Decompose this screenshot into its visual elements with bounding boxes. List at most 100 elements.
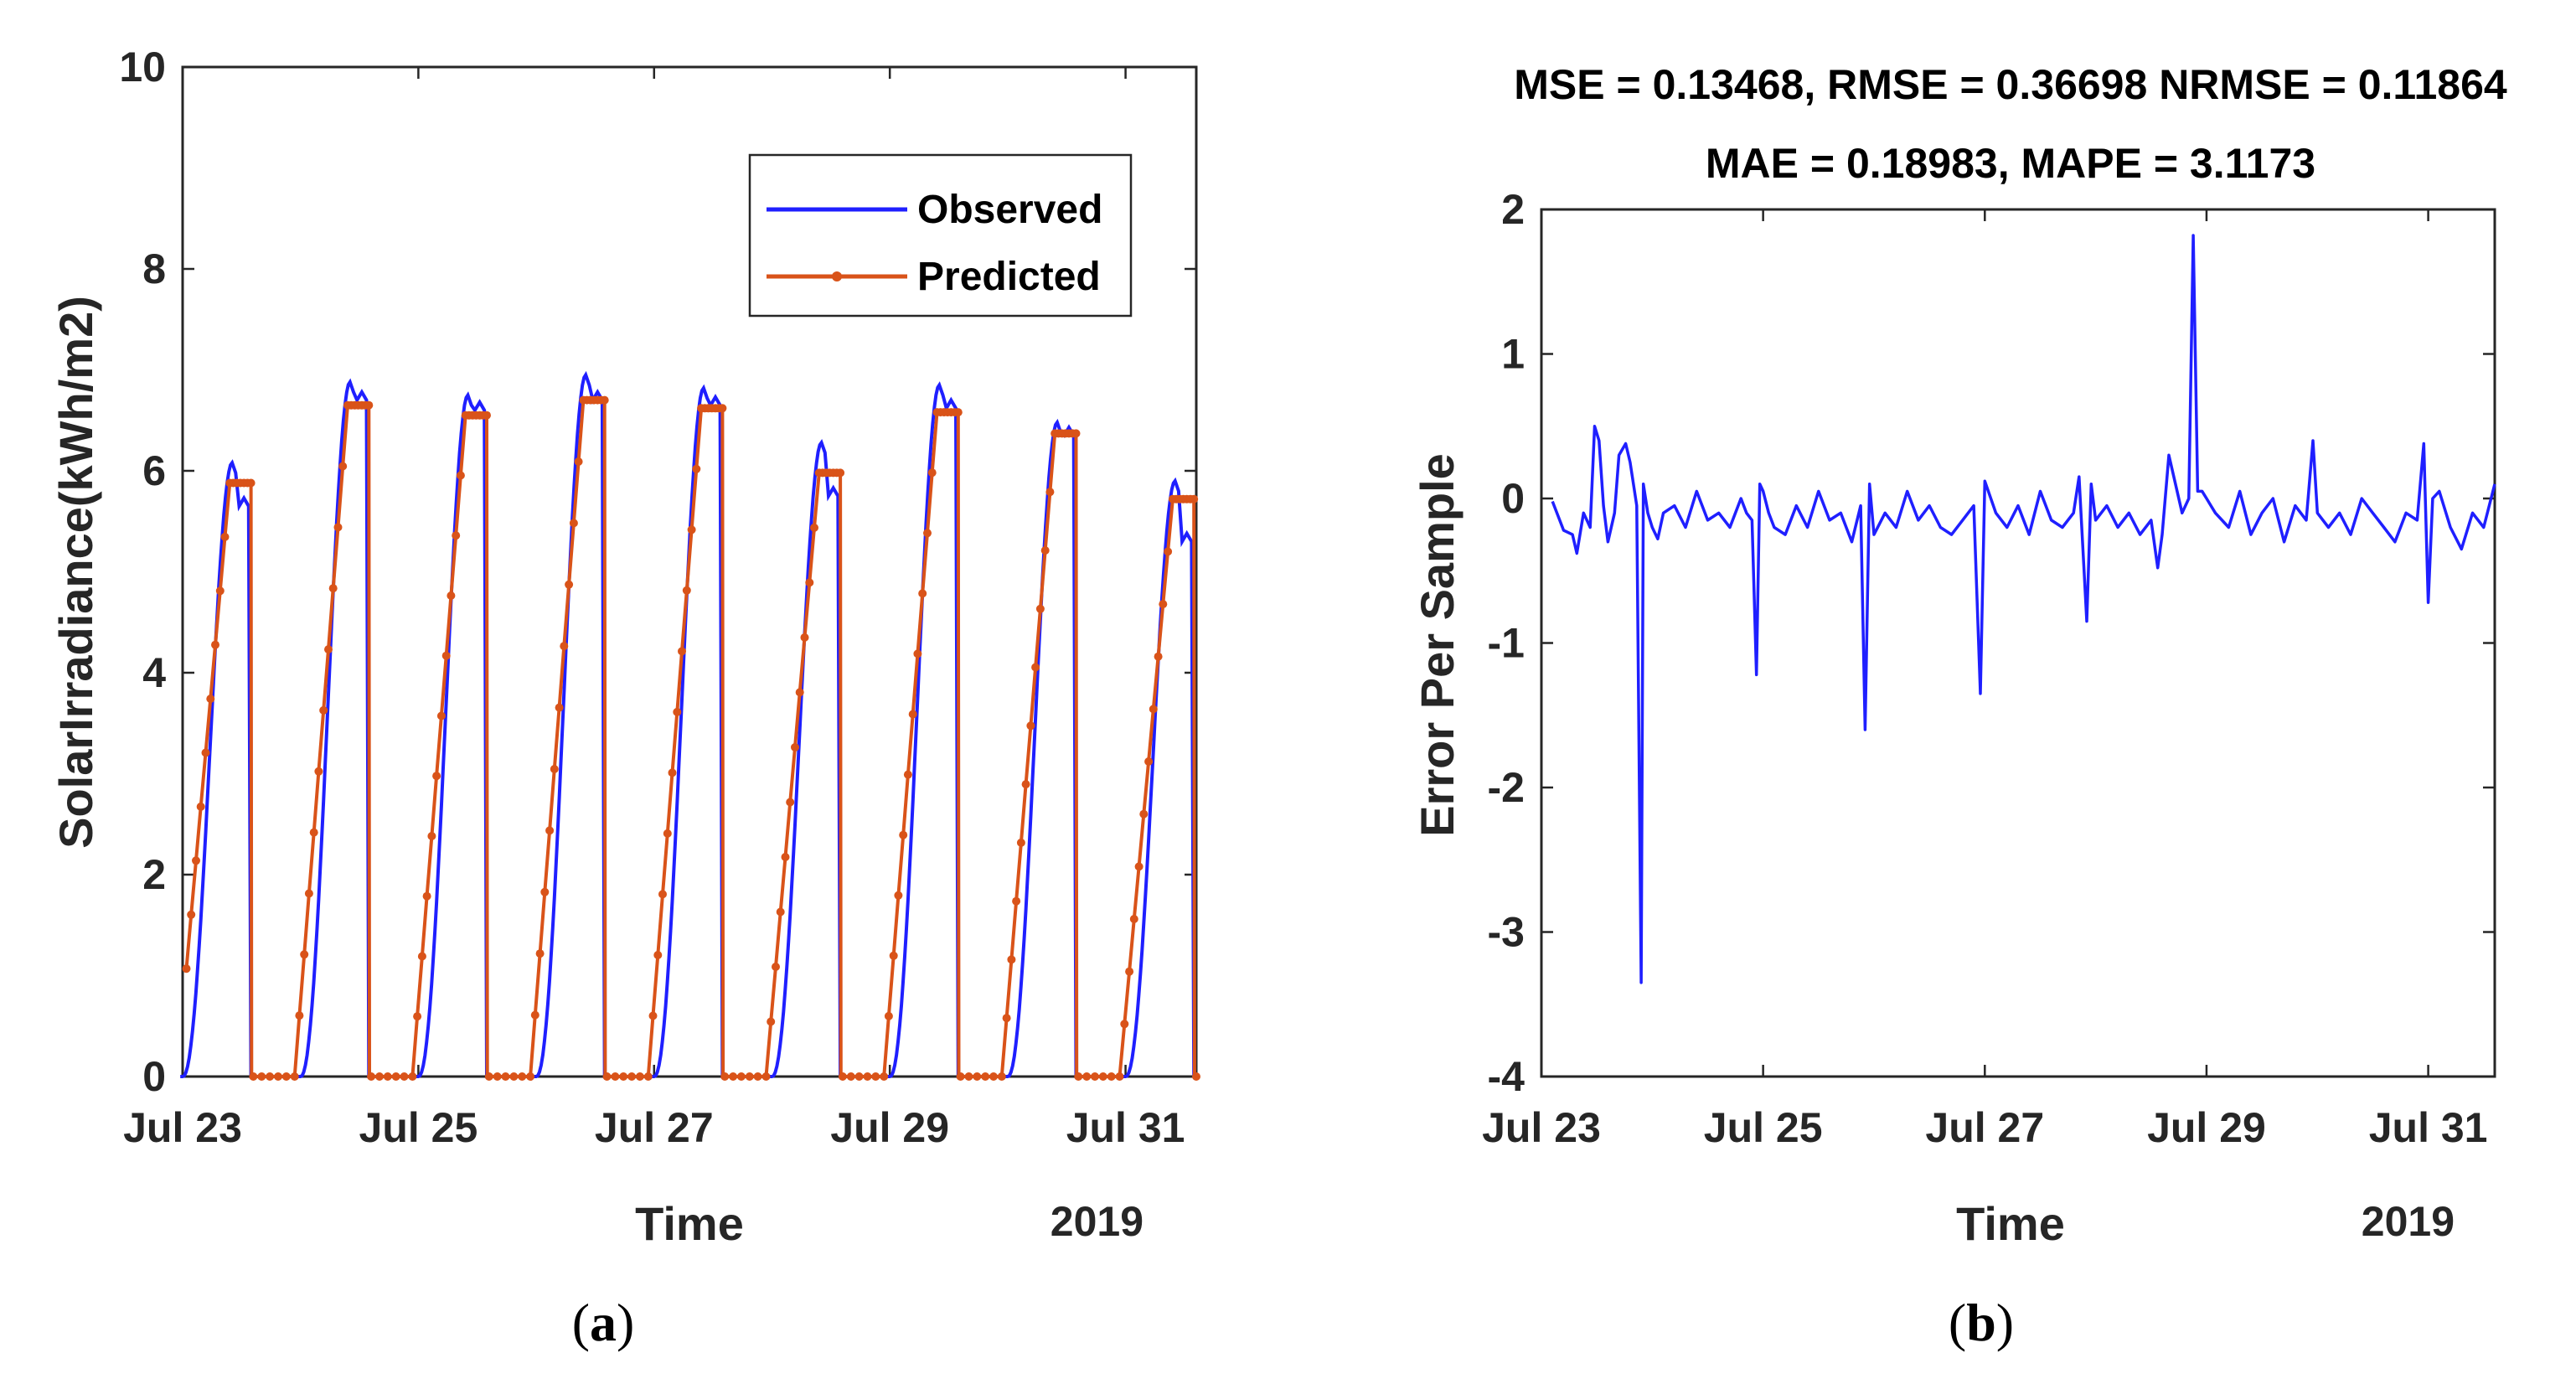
- predicted-point: [753, 1072, 762, 1081]
- predicted-point: [761, 1072, 771, 1081]
- y-tick-label: 8: [142, 245, 166, 292]
- chart-title-line1-b: MSE = 0.13468, RMSE = 0.36698 NRMSE = 0.…: [1514, 61, 2507, 108]
- predicted-point: [619, 1072, 628, 1081]
- predicted-point: [1026, 721, 1035, 731]
- predicted-point: [602, 1072, 612, 1081]
- predicted-point: [880, 1072, 889, 1081]
- series-line-error: [1551, 234, 2496, 984]
- predicted-point: [894, 891, 903, 900]
- predicted-point: [391, 1072, 400, 1081]
- predicted-point: [956, 1072, 965, 1081]
- y-tick-label: 0: [1501, 475, 1525, 522]
- predicted-point: [333, 523, 343, 532]
- chart-title-line2-b: MAE = 0.18983, MAPE = 3.1173: [1706, 140, 2315, 187]
- predicted-point: [518, 1072, 527, 1081]
- predicted-point: [871, 1072, 880, 1081]
- predicted-point: [1125, 967, 1134, 976]
- predicted-point: [1149, 705, 1158, 714]
- y-tick-label: 2: [1501, 186, 1525, 233]
- predicted-point: [560, 642, 569, 651]
- predicted-point: [257, 1072, 266, 1081]
- predicted-point: [772, 963, 780, 971]
- predicted-point: [413, 1012, 422, 1021]
- predicted-point: [408, 1072, 417, 1081]
- y-axis-label-b: Error Per Sample: [1411, 453, 1464, 837]
- predicted-point: [767, 1017, 776, 1026]
- y-tick-label: -3: [1488, 909, 1525, 956]
- x-axis-label-b: Time: [1956, 1197, 2065, 1250]
- y-tick-label: 6: [142, 447, 166, 494]
- y-tick-label: 1: [1501, 331, 1525, 378]
- predicted-point: [432, 772, 441, 781]
- predicted-point: [781, 853, 790, 861]
- predicted-point: [1074, 1072, 1083, 1081]
- predicted-point: [600, 395, 609, 405]
- predicted-point: [266, 1072, 275, 1081]
- predicted-point: [863, 1072, 872, 1081]
- predicted-point: [484, 1072, 493, 1081]
- predicted-point: [653, 951, 663, 959]
- predicted-point: [776, 907, 785, 917]
- predicted-point: [736, 1072, 746, 1081]
- predicted-point: [1120, 1020, 1129, 1029]
- y-tick-label: 4: [142, 649, 166, 696]
- predicted-point: [1098, 1072, 1107, 1081]
- x-tick-label: Jul 29: [830, 1104, 949, 1151]
- predicted-point: [530, 1010, 539, 1020]
- predicted-point: [658, 890, 667, 899]
- predicted-point: [923, 529, 932, 538]
- predicted-point: [383, 1072, 392, 1081]
- predicted-point: [187, 910, 196, 919]
- predicted-point: [1115, 1072, 1124, 1081]
- predicted-point: [729, 1072, 738, 1081]
- predicted-point: [249, 1072, 258, 1081]
- predicted-point: [889, 951, 898, 960]
- predicted-point: [718, 404, 727, 413]
- predicted-point: [206, 695, 215, 704]
- predicted-point: [989, 1072, 998, 1081]
- x-tick-label: Jul 23: [123, 1104, 242, 1151]
- predicted-point: [903, 770, 912, 779]
- predicted-point: [493, 1072, 502, 1081]
- predicted-point: [643, 1072, 653, 1081]
- legend-label-observed: Observed: [917, 188, 1102, 232]
- predicted-point: [201, 748, 210, 757]
- predicted-point: [319, 705, 328, 715]
- predicted-point: [314, 767, 323, 776]
- predicted-point: [545, 826, 555, 835]
- predicted-point: [1002, 1014, 1011, 1023]
- predicted-point: [1192, 1072, 1200, 1081]
- predicted-point: [1045, 488, 1055, 497]
- y-ticks-a: 0 2 4 6 8 10: [119, 44, 1196, 1100]
- y-ticks-b: -4 -3 -2 -1 0 1 2: [1488, 186, 2495, 1100]
- predicted-point: [1040, 546, 1050, 555]
- predicted-point: [899, 830, 908, 839]
- predicted-point: [927, 468, 937, 478]
- predicted-point: [884, 1011, 893, 1020]
- x-tick-label: Jul 25: [359, 1104, 478, 1151]
- x-tick-label: Jul 25: [1704, 1104, 1823, 1151]
- x-tick-label: Jul 27: [1925, 1104, 2044, 1151]
- predicted-point: [810, 523, 818, 532]
- caption-b: (b): [1949, 1293, 2014, 1352]
- predicted-point: [483, 411, 491, 420]
- series-b: [1551, 234, 2496, 984]
- predicted-point: [375, 1072, 384, 1081]
- predicted-point: [1091, 1072, 1099, 1081]
- predicted-point: [509, 1072, 519, 1081]
- predicted-point: [745, 1072, 754, 1081]
- predicted-point: [192, 856, 200, 865]
- predicted-point: [838, 1072, 847, 1081]
- predicted-point: [417, 952, 426, 961]
- predicted-point: [452, 531, 461, 540]
- y-axis-label-a: SolarIrradiance(kWh/m2): [49, 296, 102, 849]
- predicted-point: [791, 743, 799, 751]
- predicted-point: [973, 1072, 982, 1081]
- predicted-point: [1164, 547, 1173, 556]
- predicted-point: [501, 1072, 510, 1081]
- predicted-point: [422, 891, 431, 901]
- caption-a: (a): [572, 1293, 635, 1352]
- predicted-point: [436, 711, 446, 720]
- predicted-point: [555, 703, 564, 712]
